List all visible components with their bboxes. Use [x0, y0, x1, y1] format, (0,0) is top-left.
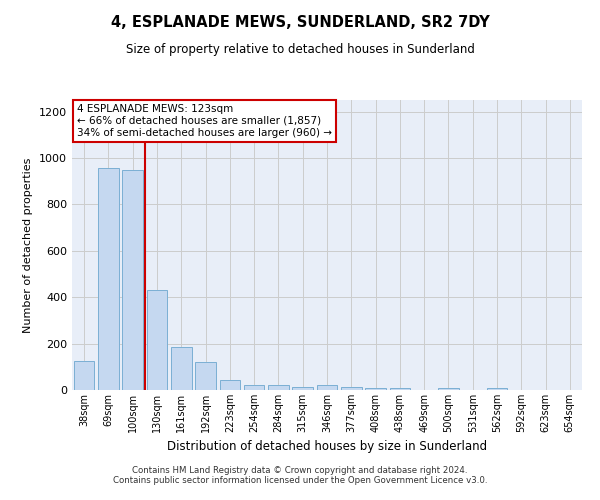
Bar: [487, 388, 508, 390]
Text: Contains HM Land Registry data © Crown copyright and database right 2024.
Contai: Contains HM Land Registry data © Crown c…: [113, 466, 487, 485]
Bar: [122, 170, 143, 390]
Bar: [268, 386, 289, 390]
Y-axis label: Number of detached properties: Number of detached properties: [23, 158, 34, 332]
X-axis label: Distribution of detached houses by size in Sunderland: Distribution of detached houses by size …: [167, 440, 487, 454]
Bar: [389, 388, 410, 390]
Text: Size of property relative to detached houses in Sunderland: Size of property relative to detached ho…: [125, 42, 475, 56]
Text: 4 ESPLANADE MEWS: 123sqm
← 66% of detached houses are smaller (1,857)
34% of sem: 4 ESPLANADE MEWS: 123sqm ← 66% of detach…: [77, 104, 332, 138]
Bar: [98, 168, 119, 390]
Bar: [74, 361, 94, 390]
Bar: [195, 362, 216, 390]
Bar: [341, 386, 362, 390]
Bar: [244, 386, 265, 390]
Bar: [171, 347, 191, 390]
Bar: [438, 388, 459, 390]
Text: 4, ESPLANADE MEWS, SUNDERLAND, SR2 7DY: 4, ESPLANADE MEWS, SUNDERLAND, SR2 7DY: [110, 15, 490, 30]
Bar: [365, 388, 386, 390]
Bar: [146, 290, 167, 390]
Bar: [317, 386, 337, 390]
Bar: [220, 380, 240, 390]
Bar: [292, 386, 313, 390]
